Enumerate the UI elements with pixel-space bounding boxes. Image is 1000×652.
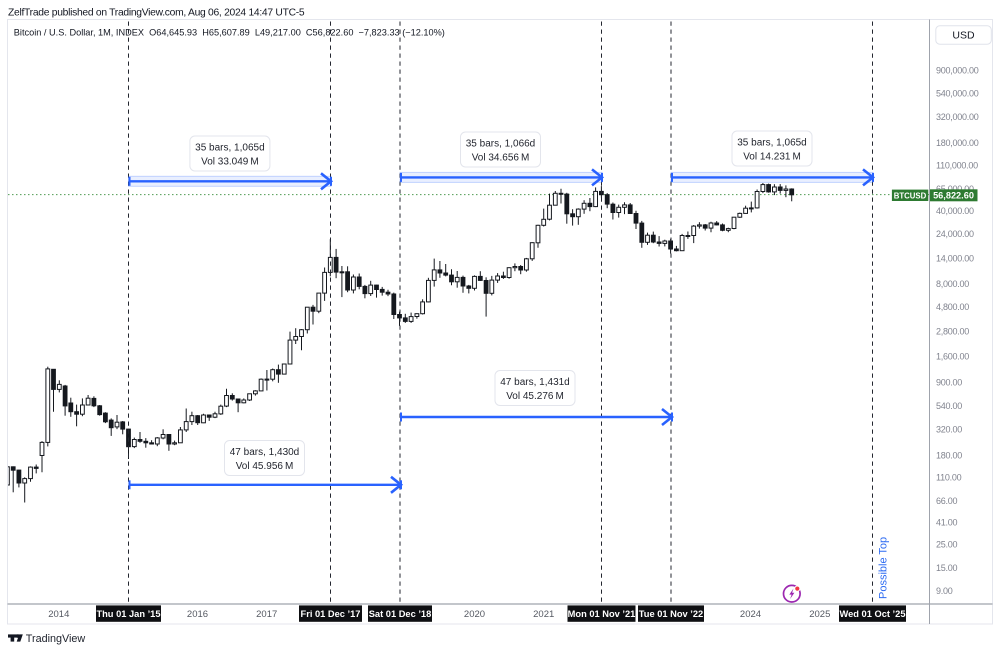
svg-text:1,600.00: 1,600.00 — [936, 352, 969, 362]
svg-text:Mon 01 Nov ’21: Mon 01 Nov ’21 — [568, 609, 636, 619]
svg-text:Thu 01 Jan ’15: Thu 01 Jan ’15 — [96, 609, 160, 619]
svg-text:540.00: 540.00 — [936, 401, 962, 411]
svg-text:900,000.00: 900,000.00 — [936, 65, 979, 75]
svg-text:110,000.00: 110,000.00 — [936, 160, 978, 170]
svg-text:320,000.00: 320,000.00 — [936, 112, 979, 122]
svg-text:41.00: 41.00 — [936, 517, 958, 527]
svg-text:Vol 45.956 M: Vol 45.956 M — [236, 461, 294, 472]
svg-text:Wed 01 Oct ’25: Wed 01 Oct ’25 — [840, 609, 906, 619]
svg-text:BTCUSD: BTCUSD — [894, 191, 927, 200]
svg-text:66.00: 66.00 — [936, 496, 958, 506]
svg-text:2017: 2017 — [256, 609, 277, 620]
svg-text:8,000.00: 8,000.00 — [936, 279, 969, 289]
svg-text:Vol 33.049 M: Vol 33.049 M — [201, 157, 259, 168]
svg-text:25.00: 25.00 — [936, 540, 958, 550]
svg-text:2025: 2025 — [809, 609, 830, 620]
svg-text:180.00: 180.00 — [936, 451, 962, 461]
svg-text:47 bars, 1,431d: 47 bars, 1,431d — [500, 377, 570, 388]
svg-text:540,000.00: 540,000.00 — [936, 88, 979, 98]
svg-text:USD: USD — [952, 30, 975, 42]
svg-text:ZelfTrade published on Trading: ZelfTrade published on TradingView.com, … — [8, 7, 305, 18]
svg-text:24,000.00: 24,000.00 — [936, 229, 974, 239]
svg-text:4,800.00: 4,800.00 — [936, 302, 969, 312]
svg-text:9.00: 9.00 — [936, 586, 953, 596]
svg-text:Fri 01 Dec ’17: Fri 01 Dec ’17 — [301, 609, 361, 619]
svg-text:65,000.00: 65,000.00 — [936, 184, 974, 194]
svg-text:Bitcoin / U.S. Dollar, 1M, IND: Bitcoin / U.S. Dollar, 1M, INDEX O64,645… — [14, 28, 445, 38]
svg-text:40,000.00: 40,000.00 — [936, 206, 974, 216]
svg-text:320.00: 320.00 — [936, 425, 962, 435]
svg-text:35 bars, 1,065d: 35 bars, 1,065d — [195, 142, 265, 153]
svg-text:35 bars, 1,065d: 35 bars, 1,065d — [737, 137, 807, 148]
svg-text:15.00: 15.00 — [936, 563, 958, 573]
svg-text:35 bars, 1,066d: 35 bars, 1,066d — [466, 138, 536, 149]
svg-text:Vol 14.231 M: Vol 14.231 M — [743, 152, 801, 163]
svg-text:180,000.00: 180,000.00 — [936, 138, 979, 148]
svg-text:2024: 2024 — [740, 609, 761, 620]
svg-text:56,822.60: 56,822.60 — [933, 191, 974, 201]
svg-text:TradingView: TradingView — [26, 633, 86, 645]
svg-text:Vol 34.656 M: Vol 34.656 M — [472, 153, 530, 164]
svg-text:2021: 2021 — [533, 609, 554, 620]
svg-text:Tue 01 Nov ’22: Tue 01 Nov ’22 — [639, 609, 703, 619]
svg-text:47 bars, 1,430d: 47 bars, 1,430d — [230, 447, 300, 458]
svg-text:2020: 2020 — [464, 609, 485, 620]
svg-text:110.00: 110.00 — [936, 473, 962, 483]
svg-text:900.00: 900.00 — [936, 378, 962, 388]
svg-text:Sat 01 Dec ’18: Sat 01 Dec ’18 — [369, 609, 432, 619]
svg-text:2014: 2014 — [48, 609, 69, 620]
svg-text:Vol 45.276 M: Vol 45.276 M — [506, 391, 564, 402]
svg-text:Possible Top: Possible Top — [878, 537, 890, 599]
svg-text:14,000.00: 14,000.00 — [936, 254, 974, 264]
svg-text:2016: 2016 — [187, 609, 208, 620]
svg-text:2,800.00: 2,800.00 — [936, 326, 969, 336]
